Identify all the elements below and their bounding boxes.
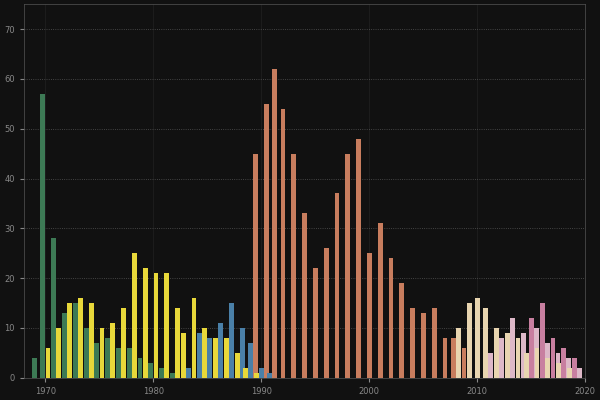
Bar [137, 358, 142, 378]
Bar [175, 308, 180, 378]
Bar [143, 268, 148, 378]
Bar [451, 338, 455, 378]
Bar [292, 154, 296, 378]
Bar [272, 69, 277, 378]
Bar [197, 333, 202, 378]
Bar [132, 253, 137, 378]
Bar [545, 358, 550, 378]
Bar [515, 338, 520, 378]
Bar [400, 283, 404, 378]
Bar [521, 333, 526, 378]
Bar [356, 139, 361, 378]
Bar [127, 348, 131, 378]
Bar [505, 333, 509, 378]
Bar [551, 338, 556, 378]
Bar [540, 303, 545, 378]
Bar [67, 303, 72, 378]
Bar [89, 303, 94, 378]
Bar [524, 353, 529, 378]
Bar [202, 328, 207, 378]
Bar [243, 368, 248, 378]
Bar [378, 223, 383, 378]
Bar [389, 258, 394, 378]
Bar [556, 363, 561, 378]
Bar [346, 154, 350, 378]
Bar [432, 308, 437, 378]
Bar [83, 328, 89, 378]
Bar [475, 298, 480, 378]
Bar [324, 248, 329, 378]
Bar [224, 338, 229, 378]
Bar [562, 348, 566, 378]
Bar [121, 308, 126, 378]
Bar [46, 348, 50, 378]
Bar [159, 368, 164, 378]
Bar [186, 368, 191, 378]
Bar [164, 273, 169, 378]
Bar [421, 313, 426, 378]
Bar [494, 328, 499, 378]
Bar [483, 308, 488, 378]
Bar [56, 328, 61, 378]
Bar [100, 328, 104, 378]
Bar [248, 343, 253, 378]
Bar [281, 109, 286, 378]
Bar [148, 363, 153, 378]
Bar [545, 343, 550, 378]
Bar [62, 313, 67, 378]
Bar [259, 368, 264, 378]
Bar [32, 358, 37, 378]
Bar [218, 323, 223, 378]
Bar [467, 303, 472, 378]
Bar [105, 338, 110, 378]
Bar [443, 338, 448, 378]
Bar [253, 154, 258, 378]
Bar [229, 303, 234, 378]
Bar [110, 323, 115, 378]
Bar [78, 298, 83, 378]
Bar [302, 214, 307, 378]
Bar [170, 373, 175, 378]
Bar [335, 194, 340, 378]
Bar [267, 373, 272, 378]
Bar [410, 308, 415, 378]
Bar [208, 338, 212, 378]
Bar [488, 353, 493, 378]
Bar [567, 368, 572, 378]
Bar [456, 328, 461, 378]
Bar [94, 343, 99, 378]
Bar [572, 358, 577, 378]
Bar [116, 348, 121, 378]
Bar [40, 94, 46, 378]
Bar [73, 303, 78, 378]
Bar [535, 348, 539, 378]
Bar [235, 353, 239, 378]
Bar [510, 318, 515, 378]
Bar [264, 104, 269, 378]
Bar [566, 358, 571, 378]
Bar [240, 328, 245, 378]
Bar [254, 373, 259, 378]
Bar [577, 368, 582, 378]
Bar [367, 253, 372, 378]
Bar [51, 238, 56, 378]
Bar [181, 333, 185, 378]
Bar [191, 298, 196, 378]
Bar [313, 268, 318, 378]
Bar [534, 328, 539, 378]
Bar [556, 353, 560, 378]
Bar [461, 348, 466, 378]
Bar [154, 273, 158, 378]
Bar [499, 338, 504, 378]
Bar [213, 338, 218, 378]
Bar [529, 318, 534, 378]
